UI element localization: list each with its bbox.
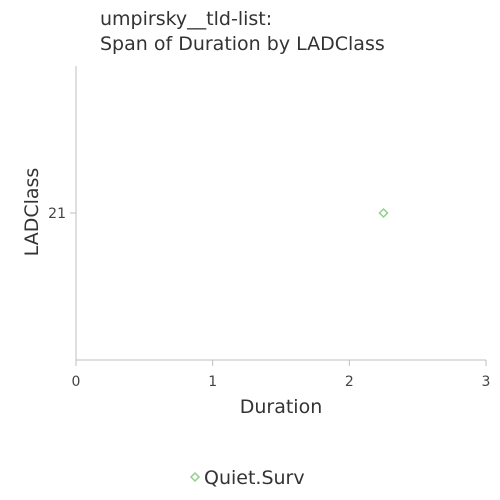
y-axis-ticks: 21 xyxy=(48,206,76,222)
x-tick-label: 1 xyxy=(208,374,217,390)
legend-marker xyxy=(189,471,201,483)
x-axis-title: Duration xyxy=(240,396,323,418)
chart-title-line-1: umpirsky__tld-list: xyxy=(100,8,272,30)
x-tick-label: 0 xyxy=(72,374,81,390)
legend: Quiet.Surv xyxy=(189,467,305,489)
y-tick-label: 21 xyxy=(48,206,66,222)
x-axis-ticks: 0 1 2 3 xyxy=(72,360,491,390)
data-point xyxy=(378,207,389,219)
x-tick-label: 3 xyxy=(482,374,491,390)
legend-label: Quiet.Surv xyxy=(204,467,305,489)
y-axis-title: LADClass xyxy=(21,168,43,257)
plot-area: 0 1 2 3 21 xyxy=(48,66,490,390)
chart-title-line-2: Span of Duration by LADClass xyxy=(100,33,385,55)
x-tick-label: 2 xyxy=(345,374,354,390)
data-points xyxy=(378,207,389,219)
